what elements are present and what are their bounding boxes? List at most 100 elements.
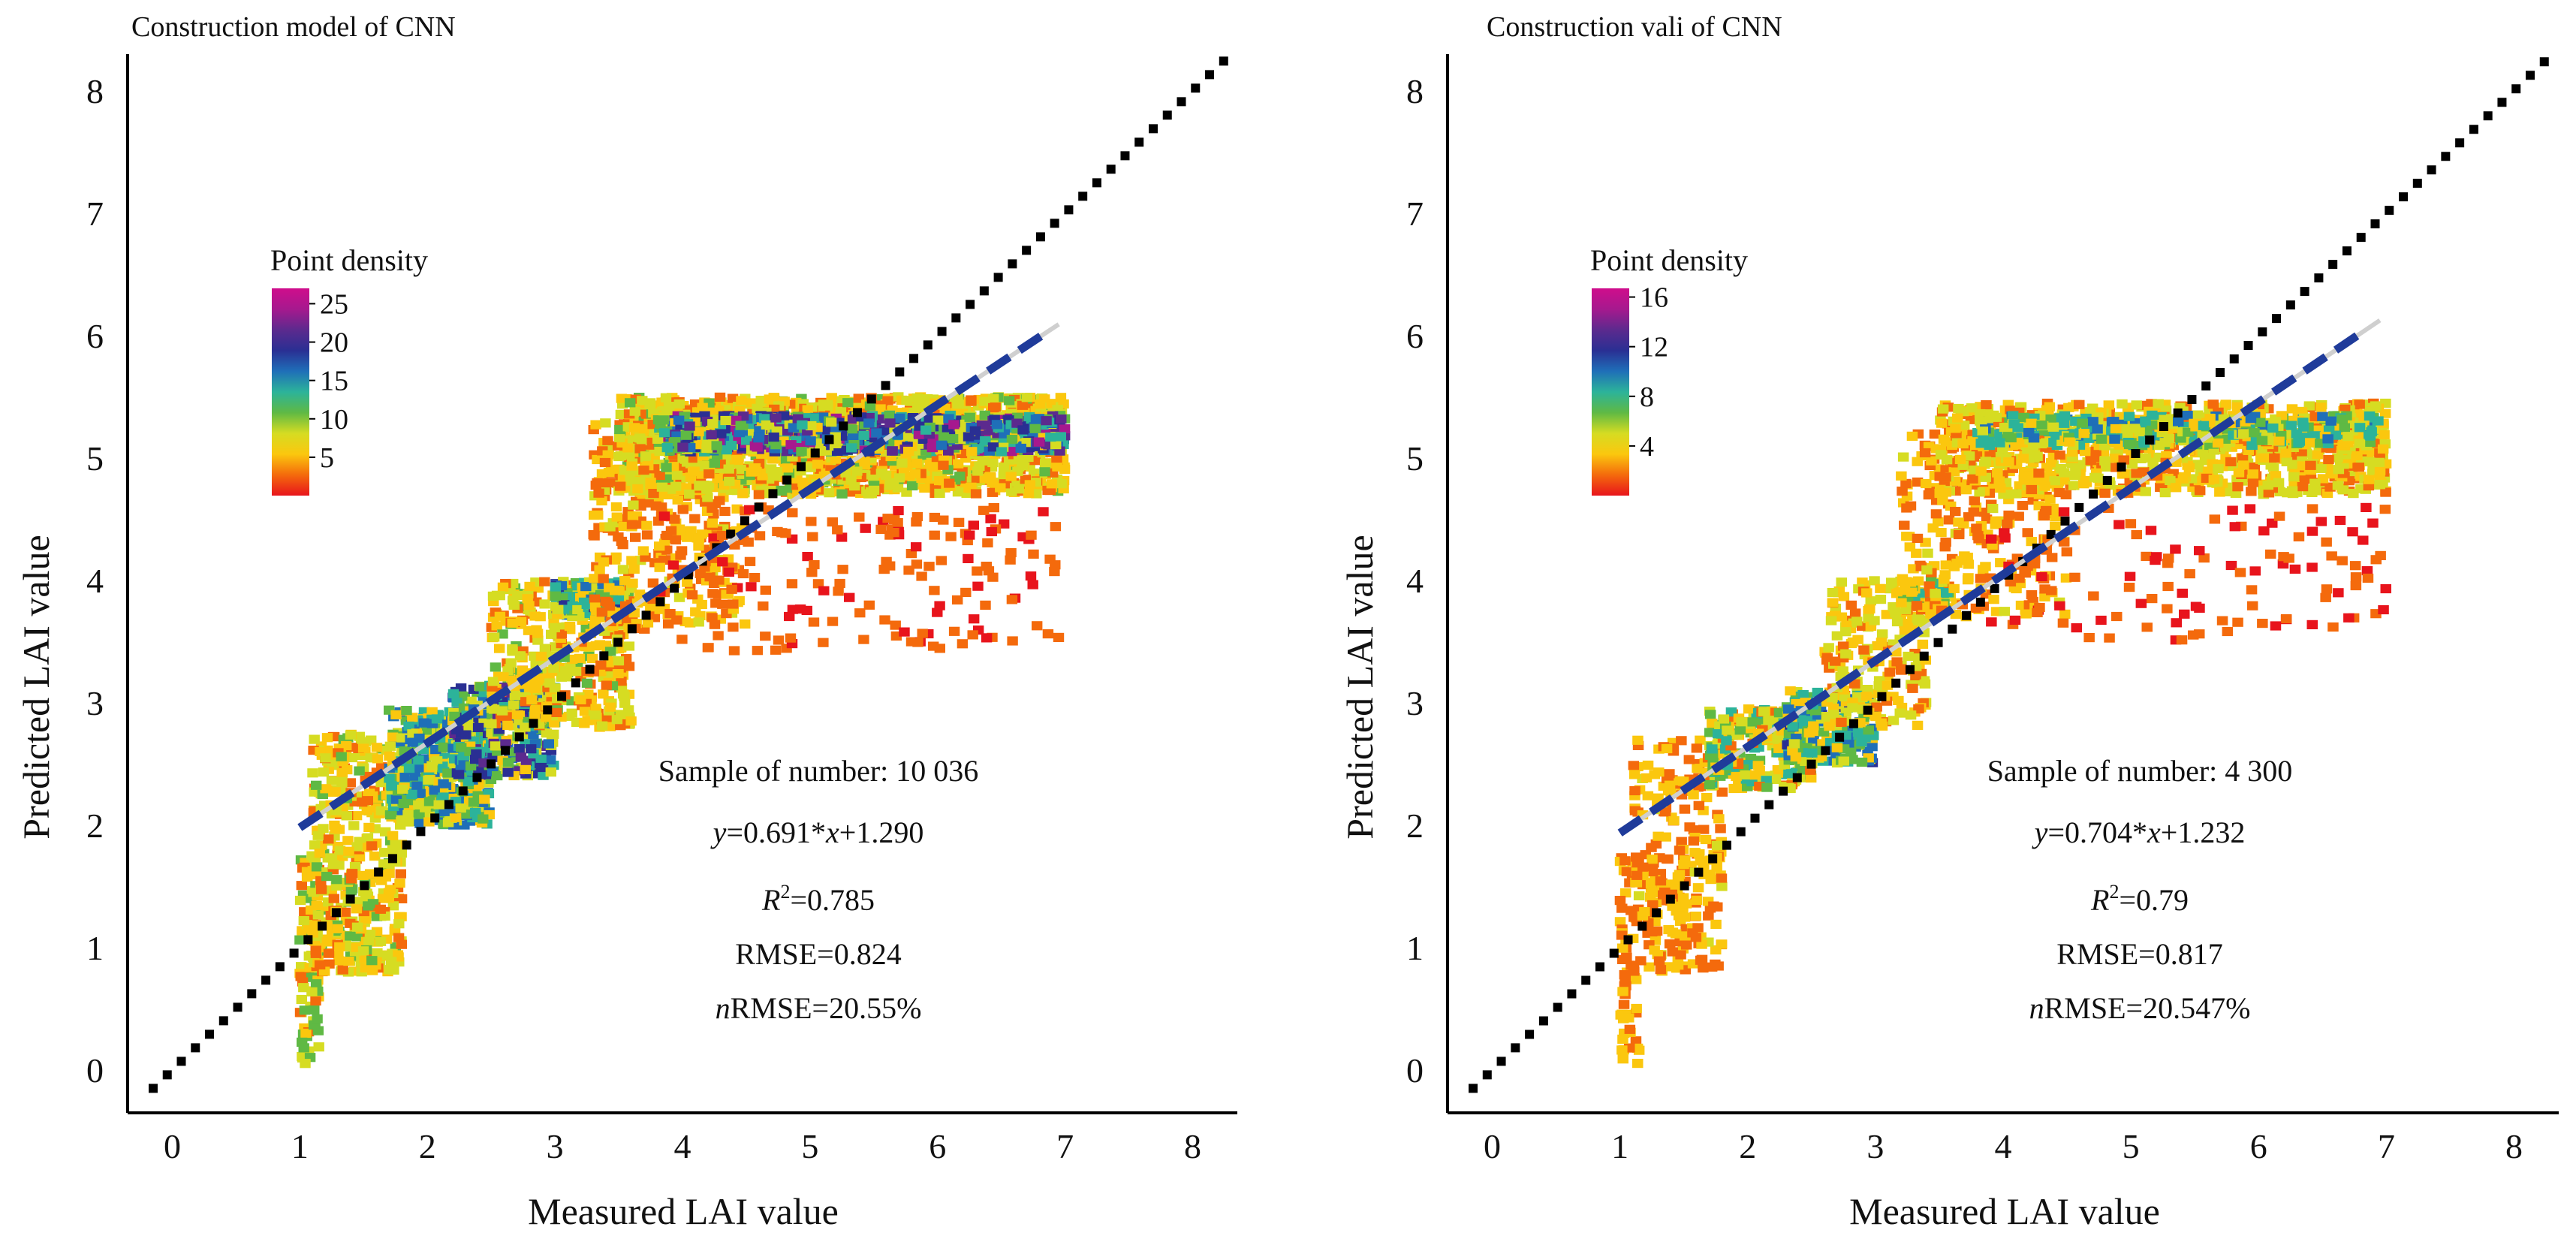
right-density-point	[1679, 804, 1691, 814]
left-density-point	[1055, 432, 1066, 442]
left-density-points	[294, 392, 1071, 1069]
left-density-point	[378, 859, 390, 869]
left-density-point	[1023, 489, 1035, 499]
left-density-point	[863, 418, 875, 428]
left-density-point	[1028, 549, 1039, 559]
right-density-point	[1632, 1059, 1644, 1069]
left-density-point	[1055, 393, 1067, 402]
left-density-point	[684, 421, 695, 431]
left-density-point	[754, 531, 766, 541]
right-density-point	[1673, 911, 1685, 921]
right-density-point	[1695, 735, 1706, 745]
left-density-point	[720, 415, 731, 426]
left-density-point	[728, 623, 739, 632]
left-density-point	[880, 471, 892, 481]
left-density-point	[313, 1042, 324, 1052]
right-density-point	[1690, 912, 1701, 921]
left-density-point	[613, 656, 625, 666]
right-density-point	[1619, 856, 1631, 866]
left-density-point	[934, 488, 945, 498]
left-density-point	[945, 532, 957, 541]
left-density-point	[590, 420, 601, 430]
left-density-point	[550, 582, 562, 592]
left-density-point	[394, 879, 405, 888]
left-density-point	[737, 489, 749, 499]
left-density-point	[307, 768, 318, 778]
left-y-tick-label: 6	[86, 317, 104, 355]
left-density-point	[589, 594, 601, 604]
left-density-point	[508, 595, 519, 605]
left-density-point	[894, 413, 905, 423]
left-density-point	[667, 560, 679, 570]
left-density-point	[1040, 459, 1051, 469]
left-density-point	[515, 752, 527, 762]
left-density-point	[884, 561, 896, 571]
right-density-point	[1617, 1054, 1628, 1064]
left-density-point	[641, 520, 652, 530]
left-density-point	[447, 689, 459, 698]
left-density-point	[1013, 484, 1024, 494]
left-density-point	[342, 836, 354, 846]
left-density-point	[658, 415, 669, 425]
left-density-point	[661, 463, 672, 472]
left-density-point	[604, 583, 615, 592]
left-density-point	[919, 483, 930, 493]
left-density-point	[371, 743, 383, 752]
right-density-point	[1616, 1045, 1628, 1055]
left-density-point	[834, 578, 845, 589]
left-density-point	[672, 495, 683, 505]
left-colorbar	[272, 288, 309, 496]
left-density-point	[610, 502, 622, 512]
left-density-point	[765, 464, 777, 474]
left-density-point	[796, 447, 807, 457]
left-density-point	[842, 398, 854, 408]
left-density-point	[617, 540, 628, 550]
right-density-point	[1649, 945, 1660, 955]
left-y-tick-label: 5	[86, 439, 104, 478]
left-density-point	[487, 677, 499, 686]
left-density-point	[526, 695, 538, 705]
left-density-point	[673, 415, 685, 425]
left-density-point	[296, 994, 307, 1005]
left-y-tick-label: 0	[86, 1051, 104, 1090]
left-density-point	[628, 500, 639, 510]
left-density-point	[1003, 396, 1015, 405]
left-density-point	[375, 904, 386, 914]
right-density-point	[1698, 963, 1709, 973]
left-density-point	[776, 486, 788, 496]
left-density-point	[320, 753, 331, 763]
left-density-point	[331, 875, 342, 885]
left-density-point	[952, 595, 963, 604]
left-density-point	[996, 447, 1008, 457]
right-density-point	[1692, 764, 1703, 773]
left-density-point	[934, 601, 945, 610]
left-density-point	[369, 852, 381, 861]
left-density-point	[988, 503, 999, 513]
left-density-point	[324, 959, 335, 969]
left-density-point	[384, 773, 395, 783]
left-density-point	[1039, 467, 1050, 477]
left-density-point	[523, 626, 535, 635]
left-density-point	[366, 841, 378, 851]
left-density-point	[786, 579, 798, 589]
right-density-point	[1628, 770, 1641, 779]
left-density-point	[1029, 424, 1041, 433]
left-density-point	[684, 489, 695, 499]
left-density-point	[354, 766, 365, 776]
left-density-point	[818, 638, 829, 647]
left-density-point	[688, 466, 700, 476]
left-sample-count: Sample of number: 10 036	[658, 754, 979, 788]
left-density-point	[1025, 571, 1037, 581]
left-density-point	[716, 530, 728, 541]
left-density-point	[743, 537, 754, 547]
left-density-point	[414, 818, 426, 828]
left-density-point	[858, 635, 869, 644]
left-density-point	[882, 396, 893, 405]
left-panel-title: Construction model of CNN	[131, 11, 456, 43]
left-density-point	[590, 710, 601, 720]
left-density-point	[773, 635, 785, 645]
left-density-point	[768, 433, 779, 442]
right-density-point	[1653, 956, 1665, 966]
left-density-point	[566, 708, 577, 718]
right-density-point	[1632, 735, 1644, 745]
